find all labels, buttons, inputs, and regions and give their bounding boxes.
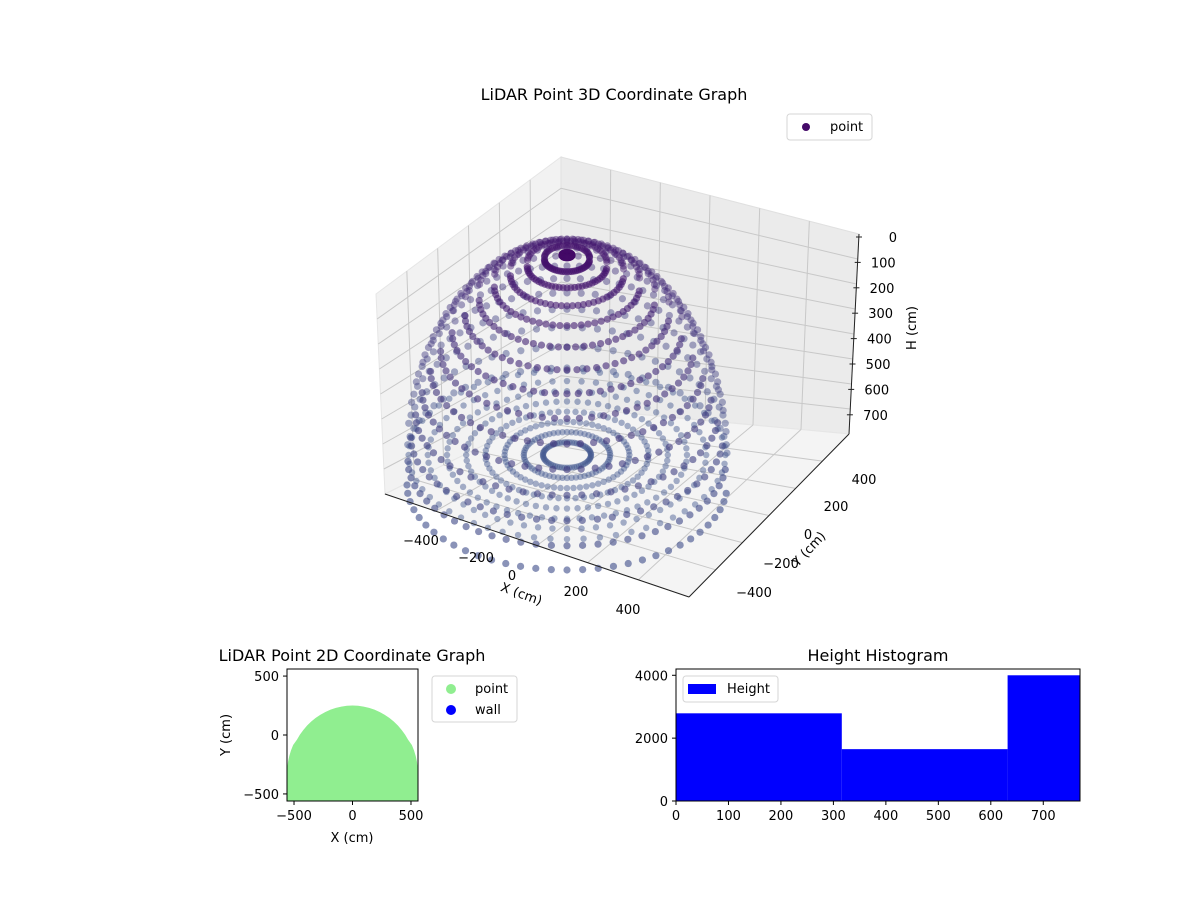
point-cloud-3d xyxy=(403,235,731,574)
svg-text:0: 0 xyxy=(804,528,812,543)
point-region-2d xyxy=(287,705,418,801)
svg-text:200: 200 xyxy=(769,809,794,824)
svg-text:500: 500 xyxy=(399,809,424,824)
svg-text:200: 200 xyxy=(564,585,589,600)
svg-text:−200: −200 xyxy=(763,557,799,572)
svg-text:200: 200 xyxy=(870,282,895,297)
x-axis-label-2d: X (cm) xyxy=(331,831,374,846)
svg-text:400: 400 xyxy=(867,333,892,348)
svg-text:100: 100 xyxy=(871,256,896,271)
x-axis-label: X (cm) xyxy=(498,580,544,609)
histogram-bar xyxy=(841,749,1008,801)
legend-marker-point xyxy=(446,684,456,694)
svg-text:0: 0 xyxy=(271,729,279,744)
svg-text:−400: −400 xyxy=(403,534,439,549)
svg-text:600: 600 xyxy=(864,383,889,398)
svg-text:−500: −500 xyxy=(276,809,312,824)
svg-text:200: 200 xyxy=(824,500,849,515)
chart-3d-title: LiDAR Point 3D Coordinate Graph xyxy=(481,85,748,104)
chart-3d: LiDAR Point 3D Coordinate Graph 0 100 200 3… xyxy=(375,85,920,618)
svg-text:2000: 2000 xyxy=(635,732,668,747)
svg-text:0: 0 xyxy=(660,795,668,810)
chart-2d: LiDAR Point 2D Coordinate Graph −500−500… xyxy=(219,646,518,846)
svg-text:0: 0 xyxy=(672,809,680,824)
svg-text:400: 400 xyxy=(873,809,898,824)
plot-frame-histogram xyxy=(675,668,1081,802)
z-axis-line xyxy=(848,233,860,435)
svg-text:600: 600 xyxy=(978,809,1003,824)
svg-text:0: 0 xyxy=(889,231,897,246)
svg-text:500: 500 xyxy=(866,358,891,373)
histogram-bars xyxy=(676,675,1080,801)
svg-text:700: 700 xyxy=(863,409,888,424)
histogram-bar xyxy=(676,713,842,801)
svg-text:100: 100 xyxy=(716,809,741,824)
svg-text:500: 500 xyxy=(254,670,279,685)
svg-text:−200: −200 xyxy=(458,551,494,566)
z-axis-label: H (cm) xyxy=(905,306,920,350)
legend-label-height: Height xyxy=(727,682,770,697)
legend-label-point: point xyxy=(475,682,508,697)
legend-2d: point wall xyxy=(431,675,518,723)
svg-text:400: 400 xyxy=(852,473,877,488)
histogram-title: Height Histogram xyxy=(808,646,949,665)
legend-3d: point xyxy=(786,113,873,141)
svg-text:400: 400 xyxy=(616,603,641,618)
svg-text:700: 700 xyxy=(1031,809,1056,824)
histogram-bar xyxy=(1007,675,1080,801)
x-axis-line xyxy=(384,493,690,598)
chart-2d-title: LiDAR Point 2D Coordinate Graph xyxy=(219,646,486,665)
svg-text:−500: −500 xyxy=(243,788,279,803)
svg-text:300: 300 xyxy=(821,809,846,824)
y-axis-line xyxy=(688,433,850,598)
svg-text:−400: −400 xyxy=(736,586,772,601)
legend-histogram: Height xyxy=(682,675,779,703)
svg-text:4000: 4000 xyxy=(635,669,668,684)
ticks-3d: 0100200300400500600700−400−2000200400−40… xyxy=(403,231,897,618)
legend-marker-wall xyxy=(446,705,456,715)
svg-text:0: 0 xyxy=(348,809,356,824)
svg-text:500: 500 xyxy=(926,809,951,824)
ticks-histogram: 0 100 200 300 400 500 600 700 0 2000 4000 xyxy=(635,669,1056,824)
legend-label-wall: wall xyxy=(475,703,501,718)
chart-histogram: Height Histogram 0 100 200 300 400 500 600 7000… xyxy=(635,646,1081,824)
legend-label-point: point xyxy=(830,120,863,135)
svg-text:300: 300 xyxy=(868,307,893,322)
legend-marker-point xyxy=(802,123,810,131)
y-axis-label-2d: Y (cm) xyxy=(219,714,234,757)
legend-swatch-height xyxy=(688,684,716,694)
svg-text:0: 0 xyxy=(508,569,516,584)
ticks-2d: −500 −500 0 0 500 500 xyxy=(243,670,423,824)
